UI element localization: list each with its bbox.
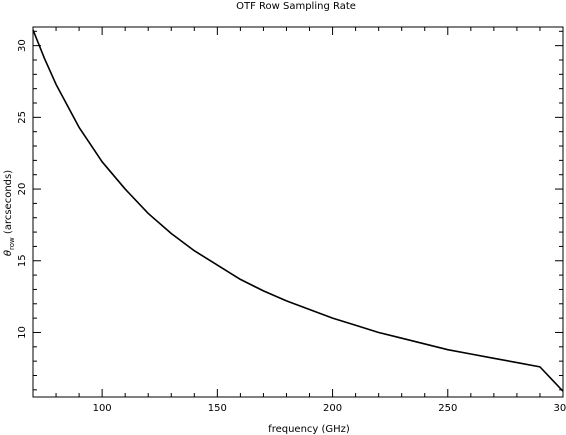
chart-title: OTF Row Sampling Rate [236, 1, 356, 12]
series-line [32, 29, 564, 392]
y-axis-ticks: 10 15 20 25 30 [17, 30, 563, 391]
x-tick-label: 300 [553, 403, 566, 414]
plot-border [32, 26, 564, 398]
x-tick-label: 100 [93, 403, 112, 414]
y-tick-label: 30 [17, 39, 28, 52]
series-layer [32, 29, 564, 392]
x-axis-label: frequency (GHz) [268, 424, 350, 435]
y-tick-label: 20 [17, 183, 28, 196]
x-tick-label: 200 [323, 403, 342, 414]
y-axis-label-symbol: θ [3, 250, 14, 256]
y-tick-label: 10 [17, 326, 28, 339]
plot-frame [32, 26, 564, 398]
y-tick-label: 15 [17, 254, 28, 267]
y-tick-label: 25 [17, 111, 28, 124]
y-axis-label: θrow (arcseconds) [3, 170, 16, 256]
x-axis-ticks: 100 150 200 250 300 [32, 27, 566, 414]
y-axis-label-subscript: row [8, 237, 16, 250]
x-tick-label: 250 [438, 403, 457, 414]
x-tick-label: 150 [208, 403, 227, 414]
y-axis-label-rest: (arcseconds) [3, 170, 14, 237]
